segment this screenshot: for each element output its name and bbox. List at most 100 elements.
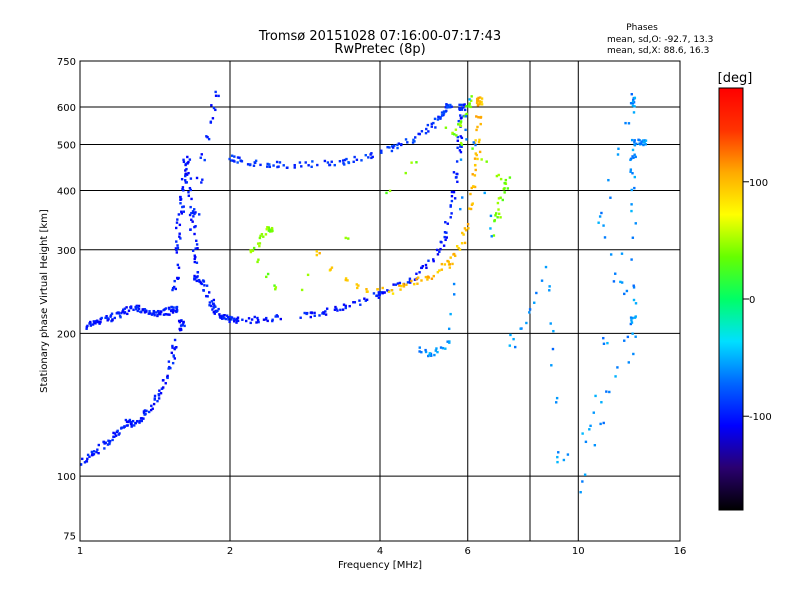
data-point [141, 308, 144, 311]
data-point [474, 143, 477, 147]
data-point [594, 394, 597, 398]
data-point [191, 249, 195, 252]
data-point [166, 313, 170, 316]
data-point [240, 159, 243, 163]
data-point [202, 289, 205, 292]
data-point [475, 101, 479, 104]
data-point [85, 460, 89, 463]
data-point [439, 346, 443, 349]
x-axis: 1 2 4 6 10 16 [77, 546, 687, 557]
data-point [313, 311, 316, 315]
data-point [253, 315, 256, 319]
x-tick-label: 6 [465, 546, 471, 557]
data-point [212, 306, 215, 309]
data-point [480, 158, 483, 161]
data-point [247, 317, 251, 320]
data-point [454, 128, 458, 131]
data-point [194, 211, 197, 214]
data-point [264, 233, 268, 236]
data-point [259, 234, 262, 238]
data-point [264, 318, 268, 321]
data-point [598, 215, 602, 218]
data-point [233, 155, 236, 158]
data-point [136, 306, 139, 309]
data-point [631, 155, 634, 158]
data-point [493, 219, 496, 223]
data-point [432, 258, 435, 261]
data-point [210, 300, 214, 303]
data-point [385, 191, 388, 195]
data-point [494, 214, 497, 217]
data-point [300, 165, 303, 168]
data-point [459, 117, 463, 120]
data-point [136, 309, 139, 313]
x-tick-label: 1 [77, 546, 83, 557]
data-point [528, 308, 532, 311]
data-point [634, 222, 637, 225]
data-point [436, 271, 440, 274]
data-point [90, 450, 94, 454]
data-point [270, 226, 274, 230]
data-point [190, 211, 193, 215]
data-point [344, 277, 348, 280]
data-point [194, 255, 197, 259]
data-point [627, 361, 630, 364]
data-point [126, 424, 129, 427]
data-point [631, 316, 634, 320]
data-point [250, 318, 254, 321]
data-point [451, 262, 454, 266]
data-point [279, 317, 282, 321]
data-point [494, 212, 498, 215]
data-point [259, 163, 262, 167]
data-point [365, 298, 369, 302]
data-point [344, 306, 347, 310]
data-point [236, 156, 240, 159]
data-point [272, 164, 275, 167]
data-point [408, 279, 412, 283]
data-point [632, 98, 635, 102]
data-point [196, 247, 199, 250]
data-point [173, 279, 176, 283]
data-point [324, 310, 327, 313]
data-point [639, 142, 642, 145]
data-point [449, 106, 452, 109]
data-point [424, 348, 427, 352]
chart-title: Tromsø 20151028 07:16:00-07:17:43 [258, 29, 501, 44]
data-point [267, 226, 271, 229]
data-point [386, 145, 389, 149]
data-point [252, 164, 256, 167]
data-point [376, 294, 379, 297]
data-point [449, 103, 452, 107]
data-point [116, 429, 119, 433]
data-point [178, 320, 182, 324]
data-point [162, 386, 165, 389]
data-point [178, 223, 182, 227]
data-point [463, 108, 467, 112]
data-point [452, 252, 456, 256]
data-point [438, 250, 441, 253]
data-point [402, 285, 406, 288]
data-point [102, 440, 105, 444]
data-point [445, 103, 448, 106]
data-point [229, 315, 232, 319]
data-point [172, 309, 175, 312]
data-point [444, 106, 448, 109]
data-point [445, 236, 448, 239]
data-point [433, 353, 436, 357]
data-point [208, 291, 211, 294]
colorbar [718, 87, 744, 511]
data-point [195, 243, 199, 246]
data-point [113, 435, 116, 438]
data-point [230, 154, 234, 157]
data-point [630, 258, 633, 261]
data-point [175, 305, 179, 309]
phase-box-o-line: mean, sd,O: -92.7, 13.3 [607, 35, 713, 45]
data-point [333, 308, 337, 311]
data-point [106, 319, 109, 322]
data-point [184, 172, 188, 175]
data-point [195, 176, 199, 180]
data-point [457, 119, 460, 123]
data-point [381, 286, 384, 290]
data-point [631, 172, 634, 175]
data-point [388, 146, 391, 149]
